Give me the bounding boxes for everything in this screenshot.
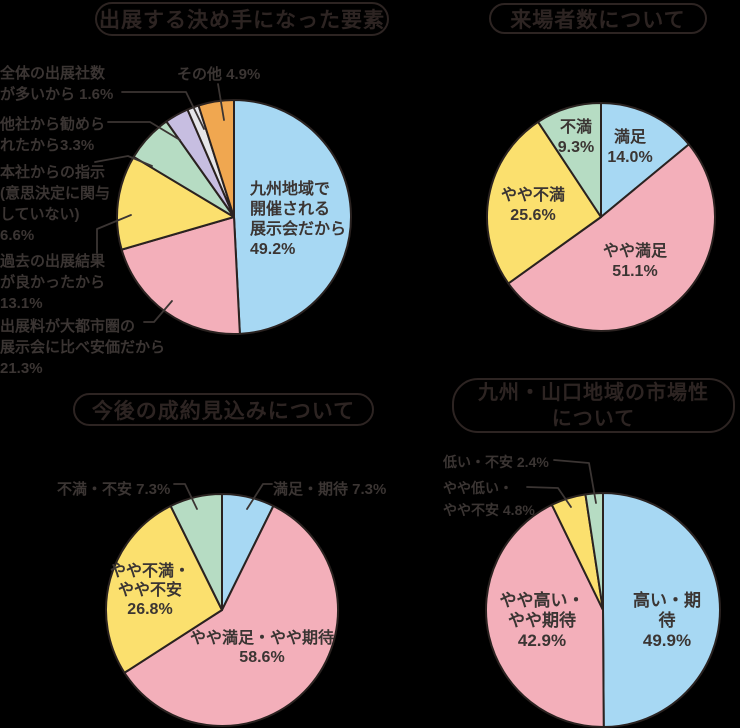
chart-title-market-potential: 九州・山口地域の市場性 について — [452, 378, 735, 433]
slice-label-yaya-fuman: やや不満 25.6% — [500, 187, 566, 224]
slice-label-other: その他 4.9% — [177, 66, 261, 83]
pie-slice — [105, 504, 223, 674]
slice-label-fuman: 不満 9.3% — [557, 119, 595, 156]
pie-slice — [485, 503, 605, 728]
slice-label-yaya-fuman-fuan: やや不満・ やや不安 26.8% — [109, 563, 191, 618]
pie-visitor-count — [486, 102, 716, 332]
leader-line-hikui-fuan — [553, 459, 597, 504]
pie-market-potential — [485, 492, 721, 728]
slice-label-manzoku: 満足 14.0% — [607, 129, 653, 166]
leader-line-yaya-hikui — [526, 486, 572, 508]
pie-slice — [507, 143, 716, 332]
slice-label-hikui-fuan: 低い・不安 2.4% — [443, 454, 549, 470]
pie-slice — [123, 504, 339, 727]
chart-title-future-contract-outlook: 今後の成約見込みについて — [73, 393, 374, 426]
slice-label-yaya-manzoku: やや満足 51.1% — [602, 243, 668, 280]
pie-slice — [197, 99, 235, 218]
slice-label-yaya-hikui: やや低い・ やや不安 4.8% — [443, 480, 535, 518]
leader-line-hq-instruction — [94, 155, 153, 167]
slice-label-kyushu-region: 九州地域で 開催される 展示会だから 49.2% — [250, 181, 347, 258]
pie-slice — [486, 120, 602, 285]
leader-line-other — [217, 83, 225, 121]
slice-label-total-exhibitors: 全体の出展社数 が多いから 1.6% — [0, 65, 114, 103]
slice-label-takai-kitai: 高い・期待 49.9% — [633, 591, 701, 650]
chart-title-visitor-count: 来場者数について — [489, 3, 707, 34]
leader-line-manzoku-kitai — [246, 483, 273, 510]
slice-label-other-company: 他社から勧めら れたから3.3% — [0, 116, 106, 154]
pie-slice — [116, 155, 235, 251]
slice-label-yaya-manzoku-kitai: やや満足・やや期待 58.6% — [189, 630, 335, 666]
pie-future-contract-outlook — [105, 493, 339, 727]
leader-line-total-exhibitors — [121, 91, 205, 130]
slice-label-hq-instruction: 本社からの指示 (意思決定に関与 していない) 6.6% — [0, 164, 110, 244]
slice-label-fuman-fuan: 不満・不安 7.3% — [57, 481, 171, 498]
slice-label-yaya-takai: やや高い・ やや期待 42.9% — [499, 591, 585, 650]
slice-label-past-results: 過去の出展結果 が良かったから 13.1% — [0, 253, 106, 312]
pie-slice — [602, 492, 721, 728]
pie-slice — [233, 99, 352, 335]
pie-slice — [120, 216, 241, 335]
chart-title-exhibit-decision-factors: 出展する決め手になった要素 — [95, 2, 389, 36]
slice-label-manzoku-kitai: 満足・期待 7.3% — [273, 481, 387, 498]
pie-slice — [169, 493, 223, 611]
leader-line-other-company — [107, 121, 181, 141]
slice-label-cheap-price: 出展料が大都市圏の 展示会に比べ安価だから 21.3% — [0, 318, 166, 377]
leader-line-past-results — [96, 214, 132, 254]
pie-slice — [600, 102, 690, 218]
leader-line-cheap-price — [143, 300, 173, 323]
pie-slice — [537, 102, 602, 218]
leader-line-fuman-fuan — [173, 483, 198, 510]
